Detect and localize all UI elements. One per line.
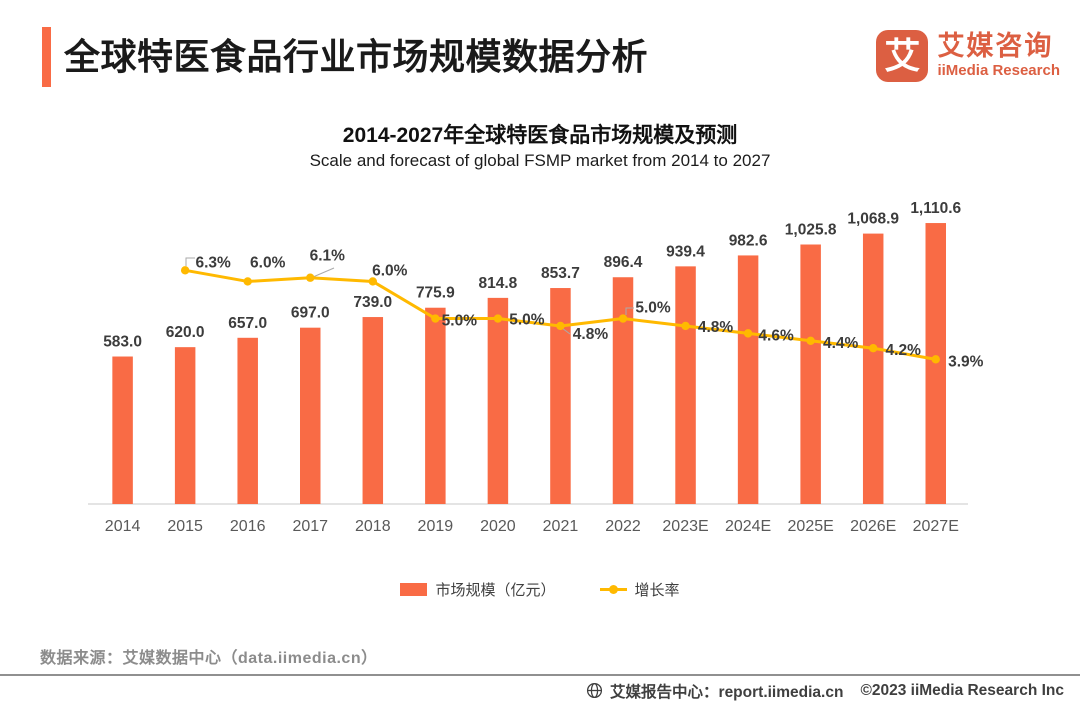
svg-text:2017: 2017: [292, 518, 328, 535]
svg-text:2014: 2014: [105, 518, 141, 535]
brand-name-en: iiMedia Research: [937, 62, 1060, 79]
logo-glyph: 艾: [884, 35, 921, 76]
svg-text:2018: 2018: [355, 518, 391, 535]
svg-text:2015: 2015: [167, 518, 203, 535]
brand-name: 艾媒咨询 iiMedia Research: [937, 30, 1060, 80]
svg-text:5.0%: 5.0%: [442, 313, 478, 330]
legend-label-market-scale: 市场规模（亿元）: [435, 582, 556, 599]
svg-text:2020: 2020: [480, 518, 516, 535]
brand-name-cn: 艾媒咨询: [937, 31, 1054, 61]
svg-text:982.6: 982.6: [729, 232, 768, 249]
page-title: 全球特医食品行业市场规模数据分析: [64, 36, 649, 77]
svg-text:739.0: 739.0: [353, 294, 392, 311]
chart-legend: 市场规模（亿元） 增长率: [0, 579, 1080, 600]
svg-text:2019: 2019: [418, 518, 454, 535]
svg-text:2025E: 2025E: [788, 518, 834, 535]
svg-text:939.4: 939.4: [666, 243, 705, 260]
data-source-note: 数据来源：艾媒数据中心（data.iimedia.cn）: [40, 650, 378, 667]
svg-text:4.4%: 4.4%: [823, 335, 859, 352]
globe-icon: [586, 682, 603, 699]
iimedia-logo-icon: 艾: [876, 30, 929, 82]
line-marker-dot-icon: [608, 585, 618, 594]
footer-divider: [0, 674, 1080, 676]
svg-text:6.3%: 6.3%: [195, 254, 231, 271]
svg-text:896.4: 896.4: [604, 254, 643, 271]
svg-text:2016: 2016: [230, 518, 266, 535]
footer: 艾媒报告中心：report.iimedia.cn ©2023 iiMedia R…: [586, 679, 1064, 702]
svg-text:1,025.8: 1,025.8: [785, 221, 837, 238]
svg-text:697.0: 697.0: [291, 305, 330, 322]
svg-text:657.0: 657.0: [228, 315, 267, 332]
svg-text:2027E: 2027E: [913, 518, 959, 535]
report-center-text: 艾媒报告中心：report.iimedia.cn: [610, 683, 844, 701]
legend-item-market-scale: 市场规模（亿元）: [400, 579, 556, 600]
chart-subtitle: Scale and forecast of global FSMP market…: [309, 151, 771, 170]
svg-text:6.0%: 6.0%: [372, 262, 408, 279]
svg-text:3.9%: 3.9%: [948, 353, 984, 370]
copyright-text: ©2023 iiMedia Research Inc: [860, 681, 1064, 699]
legend-item-growth-rate: 增长率: [599, 579, 680, 600]
svg-text:2022: 2022: [605, 518, 641, 535]
svg-text:6.0%: 6.0%: [250, 254, 286, 271]
title-accent-bar: [42, 27, 51, 87]
svg-text:2021: 2021: [543, 518, 579, 535]
svg-text:6.1%: 6.1%: [310, 248, 346, 265]
legend-label-growth-rate: 增长率: [634, 582, 680, 599]
svg-text:5.0%: 5.0%: [509, 312, 545, 329]
svg-text:4.8%: 4.8%: [573, 326, 609, 343]
brand-logo: 艾 艾媒咨询 iiMedia Research: [876, 30, 1060, 82]
svg-text:4.2%: 4.2%: [886, 342, 922, 359]
svg-text:2026E: 2026E: [850, 518, 896, 535]
chart-title: 2014-2027年全球特医食品市场规模及预测: [342, 124, 738, 147]
market-scale-forecast-chart: 583.0 2014 620.0 2015 657.0 2016 697.0 2017 739.…: [88, 200, 984, 535]
svg-text:583.0: 583.0: [103, 334, 142, 351]
bar-series-swatch-icon: [400, 583, 428, 596]
svg-text:4.6%: 4.6%: [758, 327, 794, 344]
svg-text:620.0: 620.0: [166, 324, 205, 341]
svg-text:853.7: 853.7: [541, 265, 580, 282]
svg-text:2023E: 2023E: [662, 518, 708, 535]
svg-text:5.0%: 5.0%: [635, 300, 671, 317]
svg-text:2024E: 2024E: [725, 518, 771, 535]
svg-text:1,110.6: 1,110.6: [910, 200, 961, 217]
svg-text:4.8%: 4.8%: [698, 319, 734, 336]
svg-text:775.9: 775.9: [416, 285, 455, 302]
line-series-swatch-icon: [599, 585, 627, 594]
svg-text:1,068.9: 1,068.9: [847, 211, 899, 228]
svg-text:814.8: 814.8: [479, 275, 518, 292]
